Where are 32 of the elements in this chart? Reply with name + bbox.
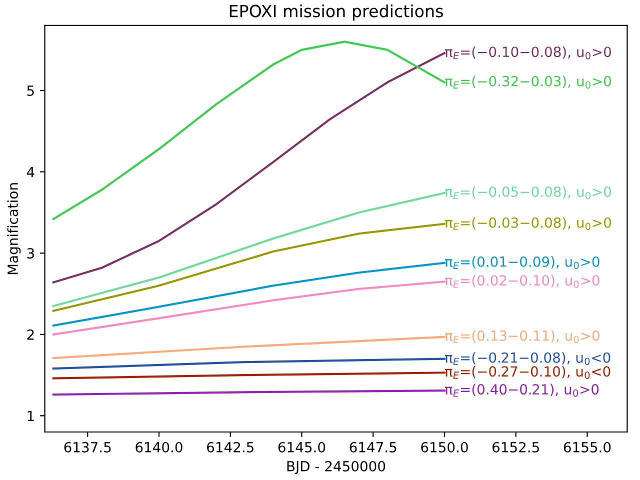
y-tick-label: 4 bbox=[26, 166, 34, 178]
series-label: π$_{E}$=(0.13−0.11), u$_{0}$>0 bbox=[444, 330, 600, 344]
series-label: π$_{E}$=(−0.03−0.08), u$_{0}$>0 bbox=[444, 217, 611, 230]
x-axis-title: BJD - 2450000 bbox=[287, 460, 386, 474]
series-label: π$_{E}$=(−0.32−0.03), u$_{0}$>0 bbox=[444, 76, 611, 89]
line-series bbox=[52, 40, 446, 220]
series-label: π$_{E}$=(−0.27−0.10), u$_{0}$<0 bbox=[444, 366, 610, 379]
series-label: π$_{E}$=(0.40−0.21), u$_{0}$>0 bbox=[444, 384, 599, 397]
y-axis-title: Magnification bbox=[7, 183, 21, 274]
x-tick-label: 6150.0 bbox=[421, 442, 468, 452]
x-tick-label: 6152.5 bbox=[492, 442, 539, 452]
x-tick-label: 6147.5 bbox=[350, 442, 396, 452]
series-label: π$_{E}$=(−0.10−0.08), u$_{0}$>0 bbox=[444, 46, 611, 60]
y-tick-label: 1 bbox=[28, 410, 34, 422]
x-tick-label: 6137.5 bbox=[64, 442, 111, 452]
series-label: π$_{E}$=(0.02−0.10), u$_{0}$>0 bbox=[444, 274, 600, 288]
series-label: π$_{E}$=(−0.21−0.08), u$_{0}$<0 bbox=[444, 352, 610, 366]
series-label: π$_{E}$=(−0.05−0.08), u$_{0}$>0 bbox=[444, 186, 611, 200]
line-series bbox=[52, 192, 446, 308]
x-tick-label: 6142.5 bbox=[207, 442, 254, 452]
x-tick-label: 6155.0 bbox=[564, 442, 611, 452]
y-tick-label: 3 bbox=[27, 248, 34, 259]
series-label: π$_{E}$=(0.01−0.09), u$_{0}$>0 bbox=[444, 256, 600, 270]
y-tick-label: 2 bbox=[27, 329, 34, 340]
line-series bbox=[52, 262, 446, 327]
y-tick-label: 5 bbox=[27, 86, 34, 96]
line-series bbox=[52, 52, 446, 284]
x-tick-label: 6140.0 bbox=[136, 442, 182, 452]
line-series bbox=[52, 280, 446, 336]
chart-title: EPOXI mission predictions bbox=[230, 4, 443, 21]
line-series bbox=[52, 222, 446, 312]
x-tick-label: 6145.0 bbox=[278, 442, 326, 452]
